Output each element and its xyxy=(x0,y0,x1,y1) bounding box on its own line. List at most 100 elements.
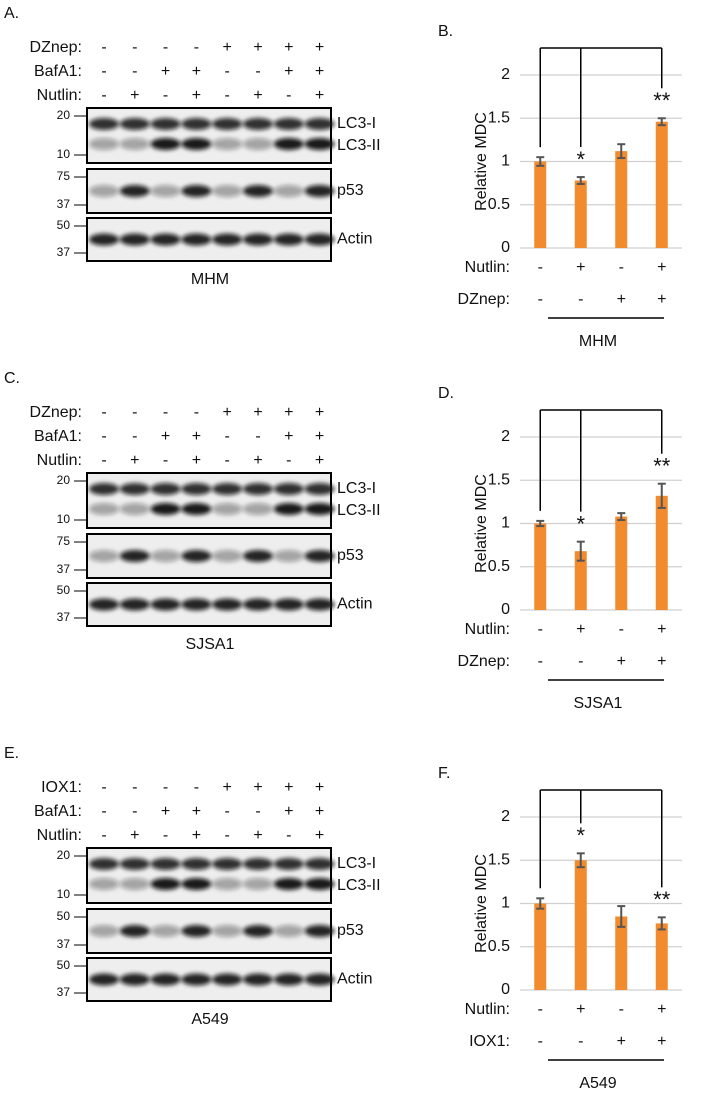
mw-marker: 37 xyxy=(57,937,71,951)
band xyxy=(119,233,150,246)
band xyxy=(304,925,335,937)
y-tick-label: 1.5 xyxy=(488,109,510,126)
band xyxy=(89,503,119,515)
condition-name: DZnep: xyxy=(458,653,510,670)
treatment-sign: + xyxy=(161,63,170,80)
treatment-sign: + xyxy=(315,404,324,421)
y-tick-label: 1.5 xyxy=(488,851,510,868)
band xyxy=(89,550,119,562)
treatment-sign: + xyxy=(315,428,324,445)
band xyxy=(119,550,150,562)
mw-marker: 50 xyxy=(57,958,71,972)
band xyxy=(212,878,243,890)
bar xyxy=(655,923,668,990)
panel-label: D. xyxy=(438,385,454,402)
band xyxy=(273,233,304,246)
condition-sign: + xyxy=(657,621,666,638)
band xyxy=(119,185,150,197)
band xyxy=(304,503,335,515)
band xyxy=(304,118,335,130)
significance-label: ** xyxy=(653,454,671,479)
band xyxy=(119,858,150,870)
panel-label: F. xyxy=(438,765,450,782)
band xyxy=(243,925,273,937)
band xyxy=(212,925,243,937)
band xyxy=(150,858,181,870)
band xyxy=(181,598,212,611)
treatment-sign: + xyxy=(284,404,293,421)
mw-marker: 10 xyxy=(57,887,71,901)
band xyxy=(89,233,119,246)
treatment-sign: - xyxy=(286,452,291,469)
treatment-sign: + xyxy=(315,39,324,56)
condition-sign: - xyxy=(538,259,543,276)
treatment-sign: - xyxy=(132,803,137,820)
band xyxy=(119,118,150,130)
band xyxy=(212,483,243,495)
y-axis-label: Relative MDC xyxy=(473,474,490,573)
treatment-name: BafA1: xyxy=(34,803,82,820)
y-tick-label: 1 xyxy=(501,515,510,532)
bar xyxy=(534,523,547,610)
band xyxy=(150,483,181,495)
bands xyxy=(89,858,335,890)
treatment-name: IOX1: xyxy=(41,779,82,796)
band xyxy=(181,483,212,495)
condition-name: DZnep: xyxy=(458,291,510,308)
band-label: LC3-I xyxy=(337,855,376,872)
treatment-sign: + xyxy=(315,803,324,820)
treatment-name: Nutlin: xyxy=(37,87,82,104)
condition-sign: - xyxy=(619,1001,624,1018)
treatment-sign: - xyxy=(163,39,168,56)
blot-panel: E. IOX1: - - - - + + + + BafA1: - - + + - - + + Nutlin: - + - +… xyxy=(4,745,381,1028)
band xyxy=(243,185,273,197)
treatment-sign: + xyxy=(223,404,232,421)
treatment-sign: - xyxy=(132,779,137,796)
band xyxy=(150,550,181,562)
band xyxy=(243,483,273,495)
cell-line: SJSA1 xyxy=(186,636,235,653)
band xyxy=(304,185,335,197)
treatment-sign: - xyxy=(163,404,168,421)
band xyxy=(212,185,243,197)
band xyxy=(273,483,304,495)
condition-sign: + xyxy=(657,259,666,276)
band xyxy=(150,878,181,890)
treatment-sign: - xyxy=(132,404,137,421)
bands xyxy=(89,973,335,986)
treatment-sign: - xyxy=(132,63,137,80)
band xyxy=(212,138,243,150)
mw-marker: 37 xyxy=(57,197,71,211)
band-label: LC3-II xyxy=(337,877,381,894)
condition-sign: + xyxy=(617,1033,626,1050)
band xyxy=(273,858,304,870)
bar xyxy=(574,860,587,990)
treatment-sign: + xyxy=(315,63,324,80)
band xyxy=(243,858,273,870)
condition-sign: + xyxy=(657,1001,666,1018)
band xyxy=(119,878,150,890)
treatment-name: DZnep: xyxy=(30,404,82,421)
treatment-sign: - xyxy=(163,827,168,844)
mw-marker: 37 xyxy=(57,562,71,576)
treatment-name: Nutlin: xyxy=(37,827,82,844)
band xyxy=(181,973,212,986)
band xyxy=(181,925,212,937)
band xyxy=(150,185,181,197)
treatment-sign: + xyxy=(284,803,293,820)
treatment-sign: + xyxy=(253,827,262,844)
treatment-sign: - xyxy=(286,827,291,844)
treatment-sign: + xyxy=(284,428,293,445)
condition-sign: + xyxy=(657,1033,666,1050)
condition-name: Nutlin: xyxy=(465,259,510,276)
treatment-sign: + xyxy=(253,779,262,796)
treatment-sign: + xyxy=(223,779,232,796)
significance-label: * xyxy=(576,511,585,536)
band-label: LC3-II xyxy=(337,137,381,154)
mw-marker: 75 xyxy=(57,534,71,548)
band xyxy=(181,503,212,515)
band xyxy=(150,138,181,150)
treatment-sign: - xyxy=(194,404,199,421)
panel-label: B. xyxy=(438,23,453,40)
band xyxy=(273,138,304,150)
